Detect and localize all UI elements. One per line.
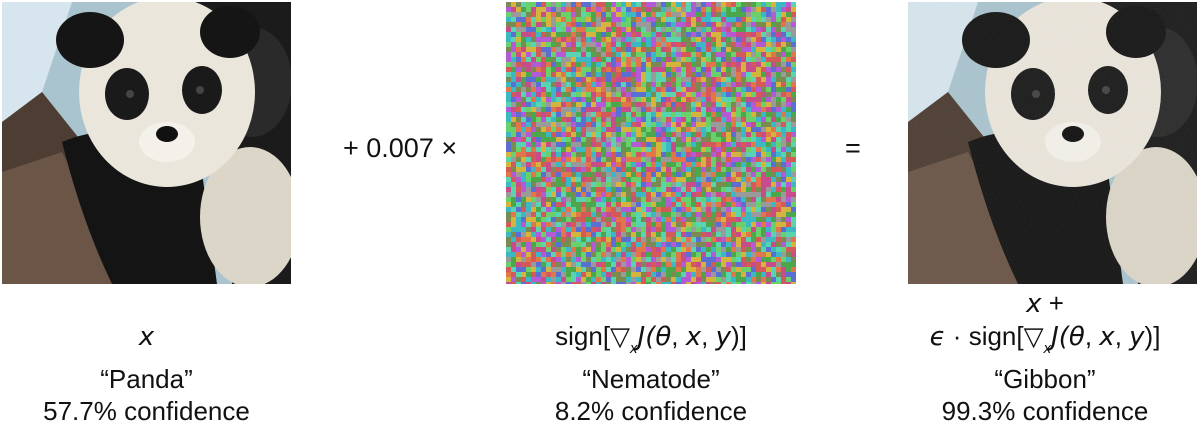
nabla-icon: ▽ xyxy=(610,322,631,352)
formula-epsilon: ϵ xyxy=(929,322,946,352)
formula-plus: + xyxy=(1041,288,1064,318)
formula-x: x xyxy=(2,321,291,352)
confidence-gibbon: 99.3% confidence xyxy=(941,396,1149,426)
formula-comma-2-adv: , xyxy=(1114,321,1130,351)
formula-sign: sign[ xyxy=(555,321,611,351)
panda-photo-adversarial xyxy=(908,2,1197,284)
formula-comma-1: , xyxy=(671,321,686,351)
formula-x-arg-adv: x xyxy=(1099,322,1115,352)
confidence-panda: 57.7% confidence xyxy=(43,396,250,426)
formula-x-plus: x + xyxy=(895,288,1195,319)
panda-image-adversarial xyxy=(908,2,1197,284)
formula-close: )] xyxy=(730,321,747,351)
formula-var-x: x xyxy=(138,322,155,352)
formula-comma-2: , xyxy=(701,321,716,351)
formula-J: J( xyxy=(637,322,656,352)
panda-photo xyxy=(2,2,291,284)
formula-dot: · xyxy=(945,321,969,351)
formula-sign-gradient: sign[▽xJ(θ, x, y)] xyxy=(480,321,822,364)
equals-operator: = xyxy=(845,133,861,163)
formula-subscript-x: x xyxy=(630,340,638,357)
formula-sign-adv: sign[ xyxy=(968,321,1024,351)
perturbation-noise-image xyxy=(506,2,796,284)
formula-J-adv: J( xyxy=(1051,322,1069,352)
noise-pattern xyxy=(506,2,796,284)
multiply-operator: + 0.007 × xyxy=(343,133,458,163)
panda-image-original xyxy=(2,2,291,284)
formula-x-arg: x xyxy=(685,322,702,352)
formula-theta: θ xyxy=(655,322,672,352)
class-label-gibbon: “Gibbon” xyxy=(994,364,1096,394)
formula-var-x-adv: x xyxy=(1026,289,1042,319)
formula-close-adv: )] xyxy=(1144,321,1161,351)
class-label-panda: “Panda” xyxy=(100,364,193,394)
formula-y-adv: y xyxy=(1129,322,1145,352)
confidence-nematode: 8.2% confidence xyxy=(554,396,748,426)
formula-subscript-x-adv: x xyxy=(1043,340,1052,357)
formula-comma-1-adv: , xyxy=(1084,321,1100,351)
nabla-icon: ▽ xyxy=(1023,322,1044,352)
formula-eps-sign-gradient: ϵ · sign[▽xJ(θ, x, y)] xyxy=(895,321,1195,364)
formula-y: y xyxy=(715,322,731,352)
class-label-nematode: “Nematode” xyxy=(582,364,720,394)
formula-theta-adv: θ xyxy=(1068,322,1085,352)
